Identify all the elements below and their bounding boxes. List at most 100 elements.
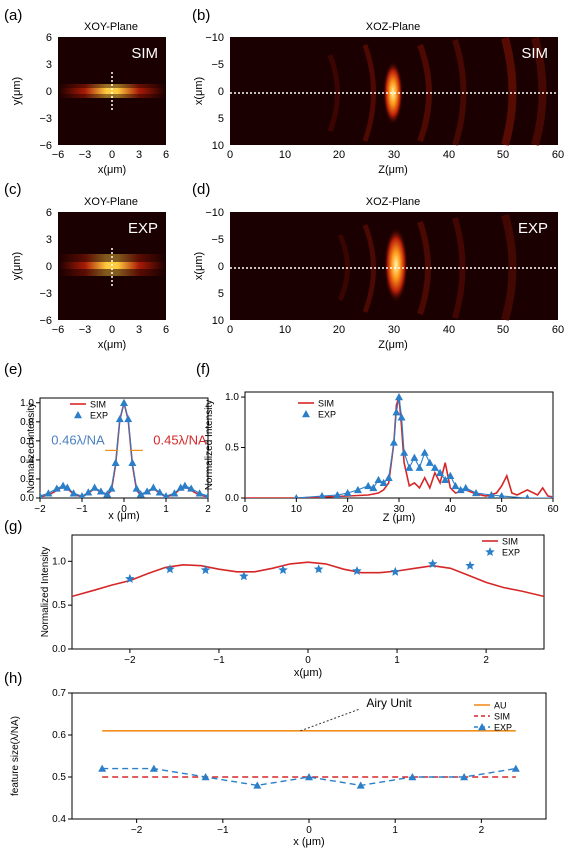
exp-data-point <box>96 487 105 495</box>
x-tick-label: 0 <box>227 324 233 336</box>
x-tick-label: −1 <box>217 825 229 836</box>
exp-data-point <box>143 487 152 495</box>
airy-unit-label: Airy Unit <box>366 696 412 710</box>
exp-data-point <box>313 564 324 574</box>
plot-area <box>245 393 553 498</box>
exp-data-point <box>52 484 61 492</box>
y-tick-label: 0.6 <box>20 436 34 447</box>
x-tick-label: 1 <box>394 655 400 666</box>
exp-data-point <box>204 492 208 498</box>
exp-data-point <box>353 485 362 494</box>
y-axis-label: feature size(λ/NA) <box>10 716 21 796</box>
exp-data-point <box>430 463 439 471</box>
exp-data-point <box>69 489 78 497</box>
chart-panel-f: (f) 0 10 20 30 40 50 60 0.0 0.5 1.0 Z (μm) Normalize… <box>196 361 559 524</box>
y-axis-label: x(μm) <box>193 77 205 105</box>
chart-panel-h: (h) −2 −1 0 1 2 0.4 0.5 0.6 0.7 x (μm) feature size… <box>4 670 547 848</box>
x-axis-label: x(μm) <box>98 164 126 176</box>
y-tick-label: 0 <box>218 86 224 98</box>
x-tick-label: 6 <box>163 324 169 336</box>
legend-label: AU <box>494 701 507 711</box>
exp-data-point <box>420 448 429 456</box>
legend-swatch-exp <box>74 411 82 419</box>
exp-data-point <box>253 781 262 789</box>
panel-letter: (b) <box>192 7 210 24</box>
exp-data-point <box>294 494 299 498</box>
y-tick-label: 0.5 <box>225 443 239 454</box>
exp-data-point <box>446 471 455 479</box>
exp-data-point <box>103 490 112 498</box>
x-tick-label: 2 <box>483 655 489 666</box>
exp-data-point <box>397 413 406 421</box>
exp-data-point <box>465 560 475 570</box>
exp-data-point <box>390 566 400 576</box>
plot-area <box>40 398 208 498</box>
x-tick-label: −3 <box>79 324 92 336</box>
x-tick-label: −1 <box>213 655 225 666</box>
x-tick-label: −3 <box>79 149 92 161</box>
exp-data-point <box>427 558 438 568</box>
y-ticks: 6 3 0 −3 −6 <box>39 32 52 152</box>
x-tick-label: 0 <box>306 825 312 836</box>
exp-data-point <box>120 398 128 406</box>
y-tick-label: 0.4 <box>20 455 34 466</box>
exp-data-point <box>408 773 417 781</box>
exp-data-point <box>128 458 137 466</box>
exp-data-point <box>472 488 480 497</box>
x-axis-label: Z(μm) <box>378 164 408 176</box>
exp-data-point <box>63 483 72 491</box>
x-tick-label: 10 <box>279 324 291 336</box>
exp-data-point <box>44 489 53 497</box>
exp-data-point <box>239 571 249 581</box>
panel-title: XOY-Plane <box>84 196 138 208</box>
fwhm-sim-label: 0.45λ/NA <box>153 432 207 447</box>
exp-data-point <box>200 565 211 575</box>
x-ticks: 0 10 20 30 40 50 60 <box>227 149 564 161</box>
x-tick-label: 50 <box>496 504 508 515</box>
plot-frame <box>71 534 545 650</box>
panel-title: XOZ-Plane <box>366 21 420 33</box>
exp-data-point <box>379 478 388 487</box>
x-tick-label: 20 <box>333 149 345 161</box>
exp-data-point <box>441 475 450 484</box>
panel-letter: (g) <box>4 518 22 535</box>
x-tick-label: 30 <box>388 149 400 161</box>
sim-series-line <box>72 561 544 598</box>
exp-data-point <box>511 764 520 772</box>
exp-data-point <box>40 492 44 498</box>
chart-panel-e: (e) −2 −1 0 1 2 0.0 0.2 0.4 0.6 0.8 1.0 x (μm) Normal… <box>4 361 211 522</box>
x-tick-label: −2 <box>124 655 136 666</box>
exp-data-point <box>78 492 86 498</box>
exp-data-point <box>415 463 424 471</box>
exp-data-point <box>180 481 189 489</box>
exp-data-point <box>132 484 141 492</box>
plot-area <box>98 730 520 789</box>
y-tick-label: −10 <box>205 207 224 219</box>
x-tick-label: 40 <box>443 324 455 336</box>
x-tick-label: −2 <box>131 825 143 836</box>
y-tick-label: 5 <box>218 113 224 125</box>
x-tick-label: 0 <box>242 504 248 515</box>
x-tick-label: 0 <box>305 655 311 666</box>
x-tick-label: 1 <box>163 504 169 515</box>
y-tick-label: 0.0 <box>20 493 34 504</box>
x-axis-label: Z (μm) <box>383 512 416 524</box>
exp-data-point <box>410 453 419 461</box>
x-ticks: 0 10 20 30 40 50 60 <box>227 324 564 336</box>
y-tick-label: 6 <box>46 207 52 219</box>
panel-title: XOY-Plane <box>84 21 138 33</box>
panel-letter: (h) <box>4 670 22 687</box>
panel-letter: (e) <box>4 361 22 378</box>
y-tick-label: 0.5 <box>52 600 66 611</box>
exp-data-point <box>278 565 288 575</box>
y-tick-label: −5 <box>211 234 224 246</box>
heatmap-rings <box>327 36 547 147</box>
panel-title: XOZ-Plane <box>366 196 420 208</box>
plot-frame <box>39 397 209 499</box>
y-tick-label: 0 <box>46 261 52 273</box>
legend-label: SIM <box>494 712 510 722</box>
